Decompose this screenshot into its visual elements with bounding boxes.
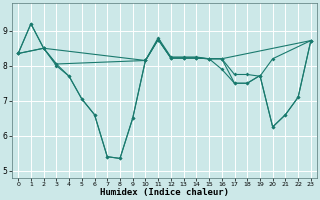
X-axis label: Humidex (Indice chaleur): Humidex (Indice chaleur) — [100, 188, 229, 197]
